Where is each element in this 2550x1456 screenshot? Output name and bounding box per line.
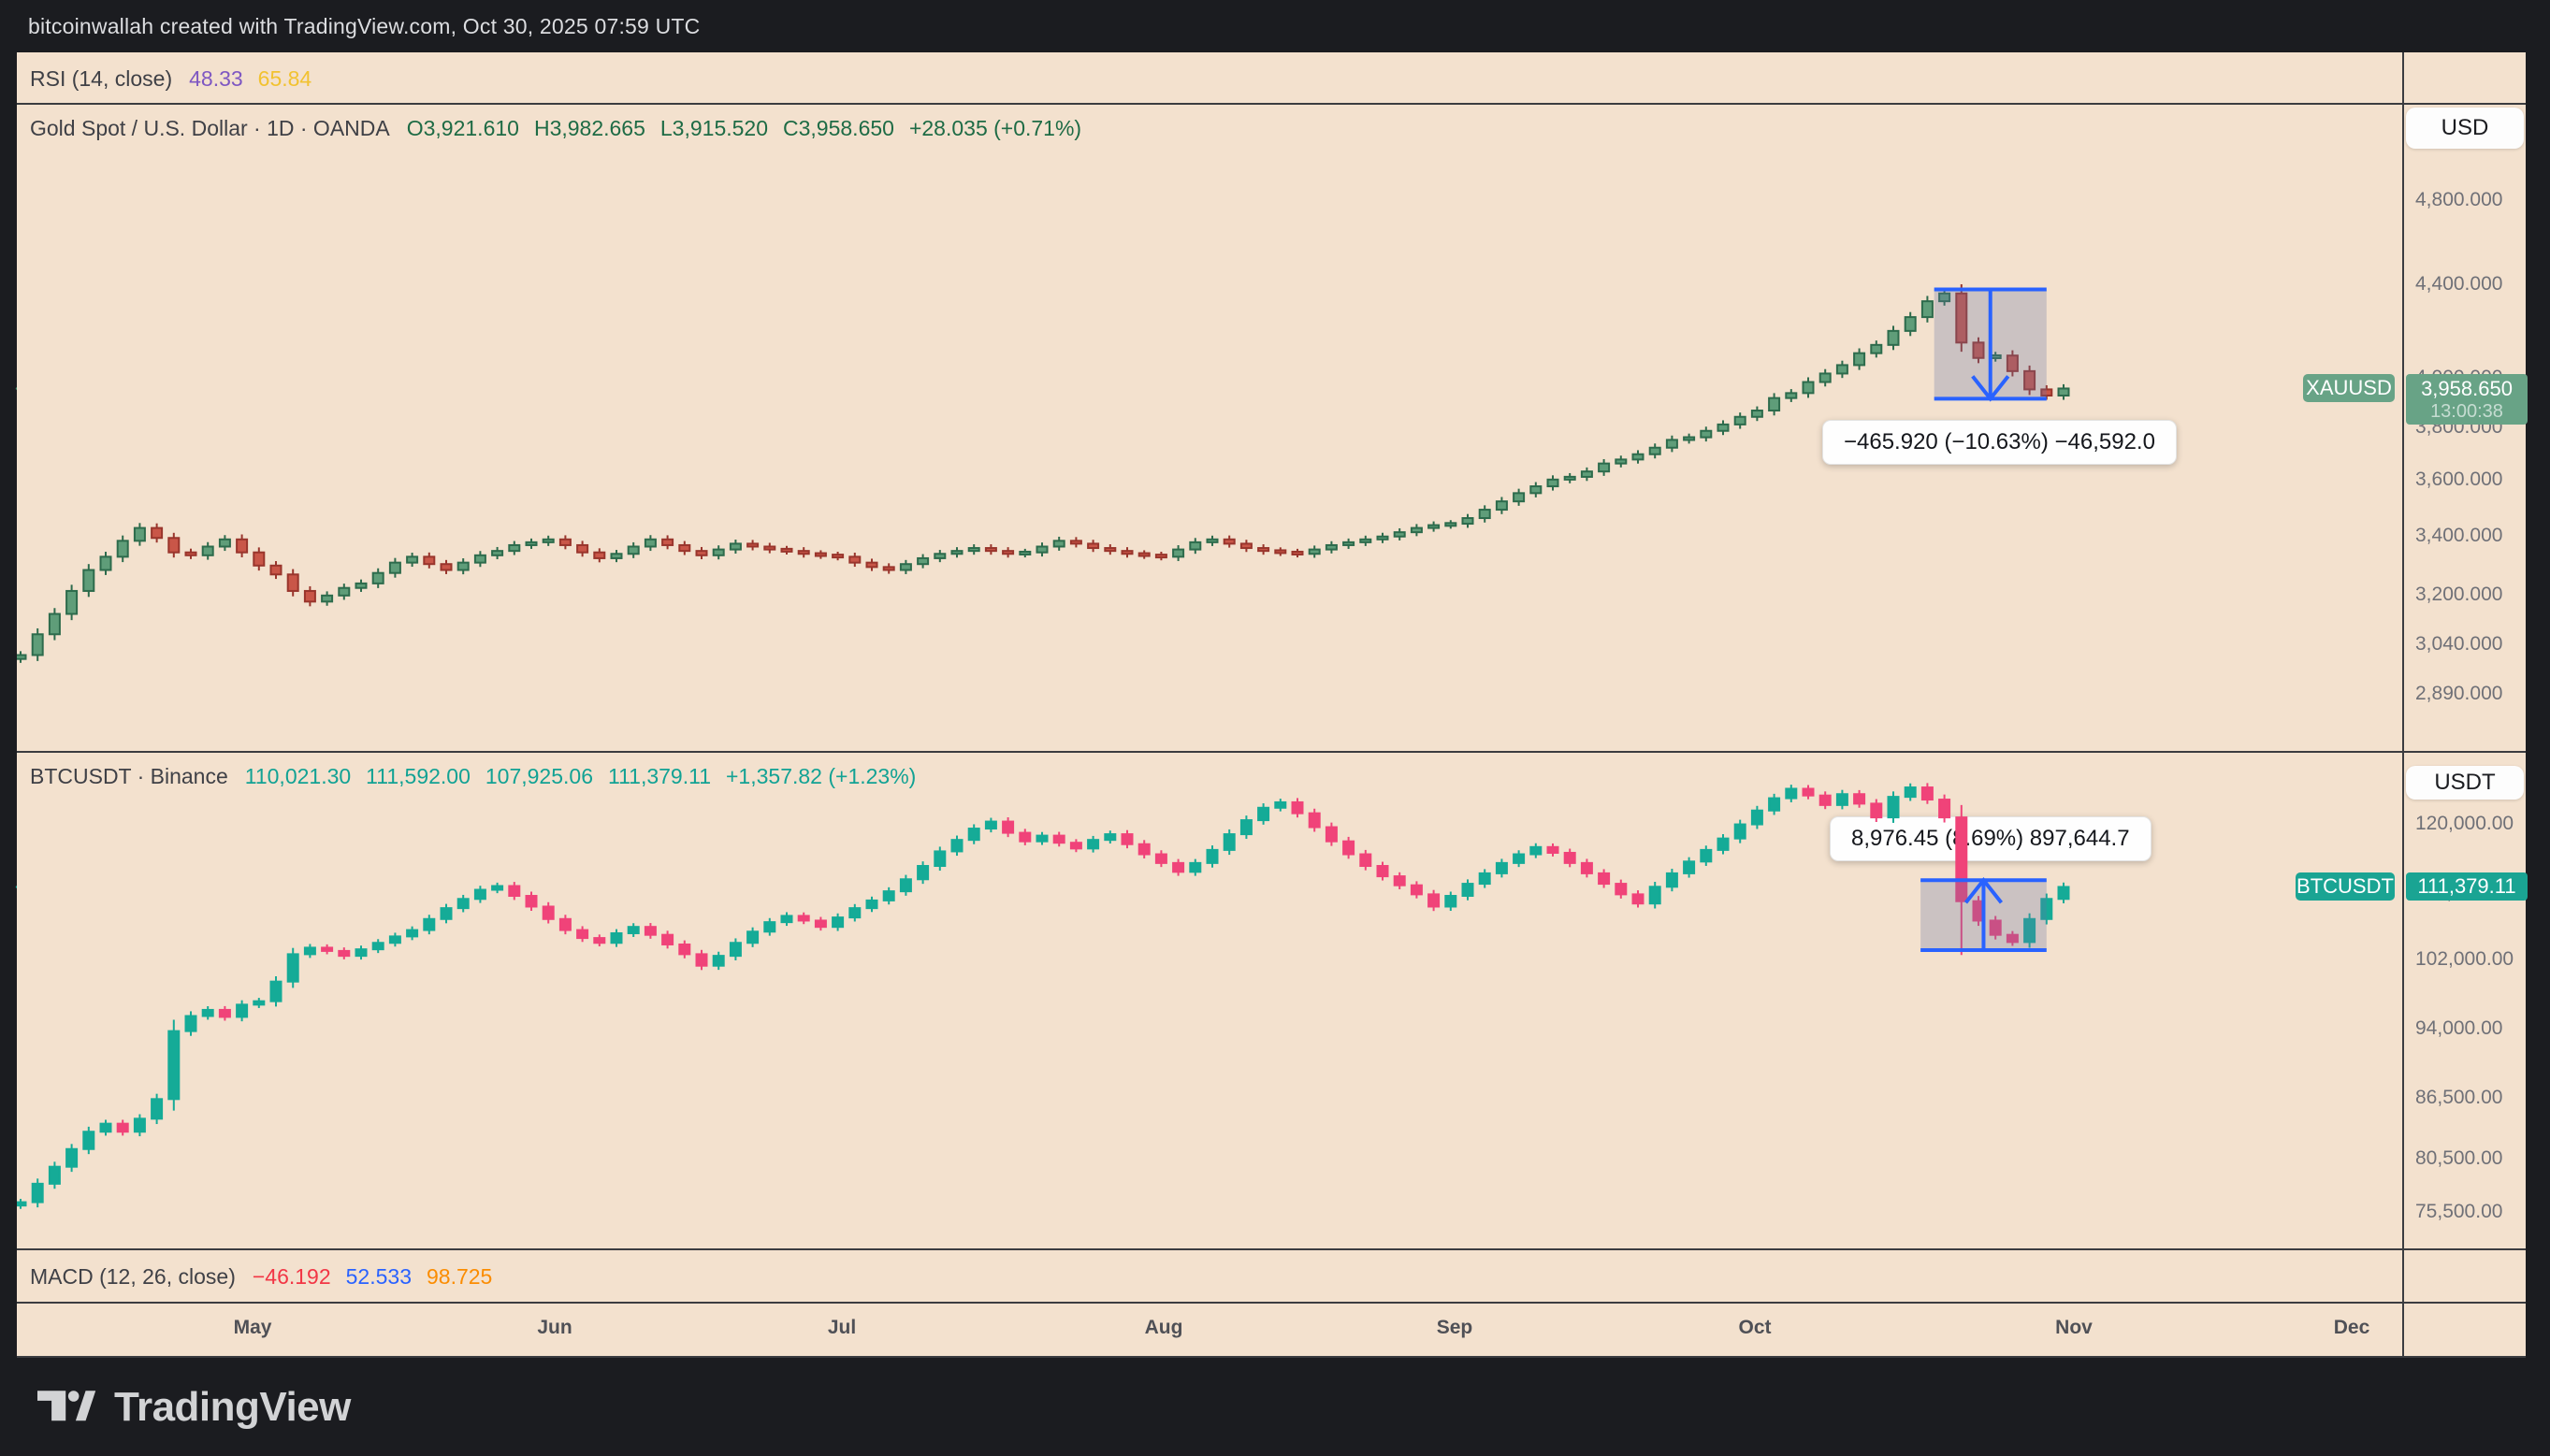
rsi-indicator-label[interactable]: RSI (14, close) <box>30 65 173 91</box>
macd-indicator-label[interactable]: MACD (12, 26, close) <box>30 1264 236 1289</box>
gold-ohlc-value: H3,982.665 <box>533 116 645 140</box>
macd-value: −46.192 <box>252 1264 331 1289</box>
price-tick-label: 3,600.000 <box>2415 469 2503 491</box>
price-tick-label: 2,890.000 <box>2415 682 2503 704</box>
pane-divider[interactable] <box>17 1248 2526 1250</box>
pane-divider[interactable] <box>17 751 2526 753</box>
price-tick-label: 102,000.00 <box>2415 948 2514 971</box>
btc-ohlc-value: 111,592.00 <box>366 764 471 788</box>
time-axis-month-label: Jul <box>827 1317 857 1338</box>
price-tick-label: 75,500.00 <box>2415 1201 2503 1223</box>
btc-ohlc-value: 111,379.11 <box>608 764 711 788</box>
time-axis-month-label: Dec <box>2333 1317 2370 1338</box>
price-tick-label: 94,000.00 <box>2415 1016 2503 1039</box>
watermark-title: bitcoinwallah created with TradingView.c… <box>28 13 701 38</box>
xauusd-price-label-badge: XAUUSD <box>2303 374 2395 403</box>
price-tick-label: 120,000.00 <box>2415 812 2514 834</box>
usd-currency-button[interactable]: USD <box>2406 108 2524 149</box>
price-tick-label: 86,500.00 <box>2415 1087 2503 1109</box>
tradingview-logo-text: TradingView <box>114 1383 351 1430</box>
btc-symbol-label[interactable]: BTCUSDT · Binance <box>30 764 228 788</box>
xauusd-bar-countdown: 13:00:38 <box>2430 400 2503 422</box>
price-tick-label: 3,200.000 <box>2415 583 2503 605</box>
macd-value: 98.725 <box>427 1264 493 1289</box>
rsi-header: RSI (14, close) 48.33 65.84 <box>30 66 326 92</box>
bottom-bar: TradingView <box>0 1358 2550 1456</box>
btcusdt-last-price: 111,379.11 <box>2417 874 2516 899</box>
time-axis-month-label: Aug <box>1144 1317 1183 1338</box>
gold-symbol-label[interactable]: Gold Spot / U.S. Dollar · 1D · OANDA <box>30 116 390 140</box>
rsi-values: 48.33 65.84 <box>189 66 326 92</box>
btcusdt-price-label-badge: BTCUSDT <box>2296 872 2395 901</box>
btc-measure-tooltip: 8,976.45 (8.69%) 897,644.7 <box>1830 816 2152 861</box>
price-tick-label: 4,800.000 <box>2415 188 2503 210</box>
btc-ohlc-value: 110,021.30 <box>244 764 352 788</box>
rsi-value: 65.84 <box>257 65 312 91</box>
price-tick-label: 4,400.000 <box>2415 273 2503 296</box>
xauusd-last-price-badge: 3,958.650 13:00:38 <box>2406 374 2528 425</box>
time-axis-month-label: Oct <box>1738 1317 1772 1338</box>
gold-ohlc-value: O3,921.610 <box>406 116 519 140</box>
gold-ohlc-value: +28.035 (+0.71%) <box>908 116 1082 140</box>
btc-ohlc-values: 110,021.30 111,592.00 107,925.06 111,379.11… <box>245 764 932 789</box>
time-axis-month-label: Jun <box>537 1317 572 1338</box>
time-axis-month-label: Sep <box>1436 1317 1473 1338</box>
xauusd-last-price: 3,958.650 <box>2421 377 2513 401</box>
pane-divider <box>17 1356 2526 1358</box>
btc-ohlc-value: +1,357.82 (+1.23%) <box>726 764 917 788</box>
rsi-pane[interactable]: RSI (14, close) 48.33 65.84 <box>17 52 2526 105</box>
top-bar: bitcoinwallah created with TradingView.c… <box>0 0 2550 52</box>
pane-divider <box>17 1302 2526 1304</box>
gold-header: Gold Spot / U.S. Dollar · 1D · OANDA O3,… <box>30 116 1096 141</box>
price-tick-label: 80,500.00 <box>2415 1146 2503 1169</box>
price-tick-label: 3,400.000 <box>2415 524 2503 546</box>
macd-values: −46.192 52.533 98.725 <box>253 1264 508 1290</box>
time-axis-month-label: May <box>233 1317 272 1338</box>
rsi-value: 48.33 <box>189 65 243 91</box>
usdt-currency-button[interactable]: USDT <box>2406 766 2524 800</box>
tradingview-logo-icon <box>37 1390 96 1420</box>
time-axis-month-label: Nov <box>2055 1317 2093 1338</box>
gold-measure-tooltip: −465.920 (−10.63%) −46,592.0 <box>1822 420 2177 465</box>
tradingview-logo[interactable]: TradingView <box>37 1384 351 1431</box>
btc-ohlc-value: 107,925.06 <box>485 764 593 788</box>
gold-ohlc-value: C3,958.650 <box>783 116 894 140</box>
btc-header: BTCUSDT · Binance 110,021.30 111,592.00 10… <box>30 764 931 789</box>
gold-ohlc-values: O3,921.610 H3,982.665 L3,915.520 C3,958.650… <box>407 116 1096 141</box>
macd-pane[interactable]: MACD (12, 26, close) −46.192 52.533 98.725 <box>17 1250 2526 1304</box>
gold-ohlc-value: L3,915.520 <box>659 116 769 140</box>
macd-header: MACD (12, 26, close) −46.192 52.533 98.725 <box>30 1264 507 1290</box>
macd-value: 52.533 <box>345 1264 412 1289</box>
price-axis-divider[interactable] <box>2402 52 2404 1358</box>
btcusdt-last-price-badge: 111,379.11 <box>2406 872 2528 901</box>
price-tick-label: 3,040.000 <box>2415 633 2503 656</box>
pane-divider[interactable] <box>17 103 2526 105</box>
time-axis[interactable] <box>17 1304 2526 1358</box>
